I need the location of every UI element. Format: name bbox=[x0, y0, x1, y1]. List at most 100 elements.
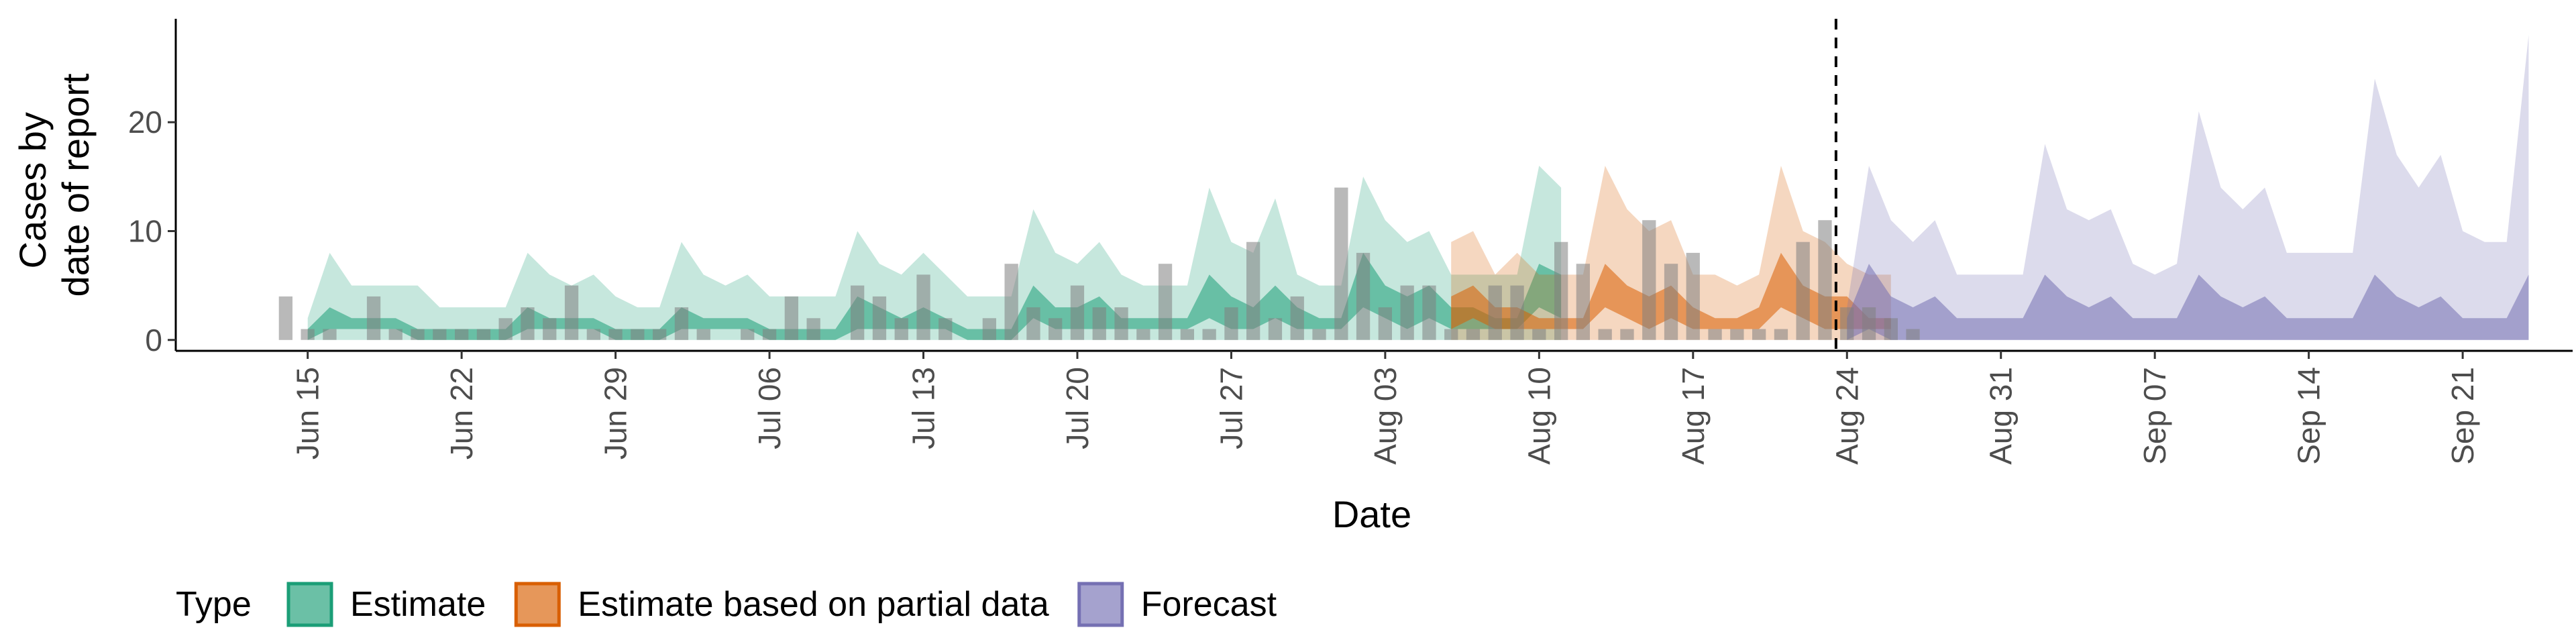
reported-case-bar bbox=[1114, 307, 1128, 340]
reported-case-bar bbox=[982, 318, 996, 340]
reported-case-bar bbox=[1092, 307, 1106, 340]
reported-case-bar bbox=[1356, 252, 1371, 340]
reported-case-bar bbox=[696, 329, 710, 340]
reported-case-bar bbox=[1026, 307, 1040, 340]
x-tick-label: Jul 20 bbox=[1060, 367, 1095, 449]
reported-case-bar bbox=[476, 329, 491, 340]
x-tick-label: Jun 22 bbox=[444, 367, 479, 460]
x-axis-title: Date bbox=[1332, 493, 1411, 535]
reported-case-bar bbox=[586, 329, 600, 340]
uncertainty-bands bbox=[307, 35, 2529, 340]
reported-case-bar bbox=[301, 329, 315, 340]
reported-case-bar bbox=[1752, 329, 1766, 340]
y-axis-title-line-1: Cases by bbox=[11, 112, 54, 268]
reported-case-bar bbox=[1818, 220, 1832, 340]
reported-case-bar bbox=[916, 274, 930, 340]
reported-case-bar bbox=[1906, 329, 1920, 340]
y-tick-label: 0 bbox=[145, 323, 162, 358]
reported-case-bar bbox=[564, 285, 579, 340]
reported-case-bar bbox=[1290, 296, 1304, 340]
x-tick-label: Aug 31 bbox=[1984, 367, 2019, 465]
reported-case-bar bbox=[1840, 307, 1854, 340]
reported-case-bar bbox=[851, 285, 865, 340]
legend-label: Estimate bbox=[350, 585, 486, 624]
y-tick-label: 10 bbox=[128, 213, 162, 248]
y-tick-label: 20 bbox=[128, 105, 162, 140]
legend-label: Estimate based on partial data bbox=[578, 585, 1049, 624]
x-tick-label: Jun 29 bbox=[598, 367, 633, 460]
reported-case-bar bbox=[674, 307, 689, 340]
reported-case-bar bbox=[631, 329, 645, 340]
reported-case-bar bbox=[498, 318, 513, 340]
reported-case-bar bbox=[1180, 329, 1194, 340]
x-tick-label: Jul 06 bbox=[752, 367, 787, 449]
legend-swatch bbox=[286, 582, 333, 627]
reported-case-bar bbox=[1554, 241, 1568, 340]
reported-case-bar bbox=[1642, 220, 1656, 340]
reported-case-bar bbox=[1202, 329, 1216, 340]
reported-case-bar bbox=[323, 329, 337, 340]
reported-case-bar bbox=[1708, 329, 1722, 340]
legend-label: Forecast bbox=[1141, 585, 1277, 624]
reported-case-bar bbox=[1422, 285, 1436, 340]
reported-case-bar bbox=[1070, 285, 1085, 340]
reported-case-bar bbox=[1730, 329, 1744, 340]
reported-case-bar bbox=[872, 296, 887, 340]
reported-case-bar bbox=[653, 329, 667, 340]
reported-case-bar bbox=[1774, 329, 1788, 340]
reported-case-bar bbox=[741, 329, 755, 340]
y-axis-title-line-2: date of report bbox=[54, 73, 97, 297]
reported-case-bar bbox=[1576, 264, 1590, 340]
x-tick-label: Aug 10 bbox=[1521, 367, 1556, 465]
reported-case-bar bbox=[1136, 329, 1150, 340]
x-tick-label: Aug 24 bbox=[1829, 367, 1864, 465]
reported-case-bar bbox=[1158, 264, 1173, 340]
reported-case-bar bbox=[1884, 318, 1898, 340]
forecast-inner-band bbox=[1847, 264, 2529, 340]
reported-case-bar bbox=[1378, 307, 1392, 340]
reported-case-bar bbox=[1664, 264, 1678, 340]
reported-case-bar bbox=[1686, 252, 1700, 340]
reported-case-bar bbox=[784, 296, 798, 340]
reported-case-bar bbox=[1488, 285, 1502, 340]
reported-case-bar bbox=[388, 329, 402, 340]
reported-case-bar bbox=[521, 307, 535, 340]
reported-case-bar bbox=[543, 318, 557, 340]
x-tick-label: Jul 13 bbox=[906, 367, 941, 449]
reported-case-bar bbox=[762, 329, 777, 340]
reported-case-bar bbox=[894, 318, 908, 340]
reported-case-bar bbox=[1268, 318, 1283, 340]
x-tick-label: Sep 07 bbox=[2137, 367, 2172, 465]
reported-case-bar bbox=[1444, 329, 1458, 340]
legend: Type Estimate Estimate based on partial d… bbox=[176, 582, 1277, 627]
reported-case-bar bbox=[366, 296, 381, 340]
x-tick-label: Aug 03 bbox=[1368, 367, 1403, 465]
reported-case-bar bbox=[1224, 307, 1238, 340]
legend-title: Type bbox=[176, 585, 252, 624]
reported-case-bar bbox=[1312, 329, 1326, 340]
x-tick-label: Sep 21 bbox=[2445, 367, 2480, 465]
reported-case-bar bbox=[1598, 329, 1612, 340]
reported-case-bar bbox=[1510, 285, 1524, 340]
reported-case-bar bbox=[1796, 241, 1810, 340]
reported-case-bar bbox=[1400, 285, 1414, 340]
reported-case-bars bbox=[278, 187, 1920, 340]
reported-case-bar bbox=[806, 318, 820, 340]
reported-case-bar bbox=[1049, 318, 1063, 340]
reported-case-bar bbox=[278, 296, 292, 340]
forecast-outer-band bbox=[1847, 35, 2529, 340]
reported-case-bar bbox=[455, 329, 469, 340]
reported-case-bar bbox=[1004, 264, 1018, 340]
axes: 0 10 20 Jun 15 Jun 22 Jun 29 Jul 06 Jul 13 Jul 2… bbox=[128, 19, 2573, 465]
legend-swatch bbox=[1077, 582, 1124, 627]
x-tick-label: Sep 14 bbox=[2292, 367, 2326, 465]
reported-case-bar bbox=[433, 329, 447, 340]
reported-case-bar bbox=[1620, 329, 1634, 340]
x-tick-label: Jun 15 bbox=[290, 367, 325, 460]
reported-case-bar bbox=[1532, 329, 1546, 340]
legend-swatch bbox=[514, 582, 561, 627]
x-tick-label: Aug 17 bbox=[1676, 367, 1711, 465]
reported-case-bar bbox=[1466, 329, 1481, 340]
reported-case-bar bbox=[1334, 187, 1348, 340]
